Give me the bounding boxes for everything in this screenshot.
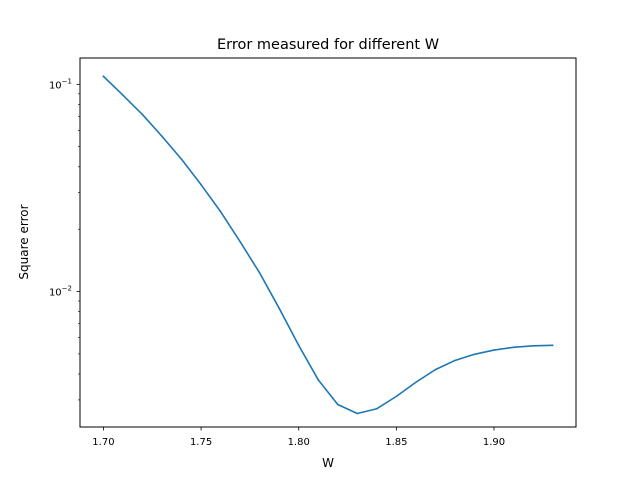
x-axis-label: W — [322, 456, 334, 470]
data-point — [473, 353, 476, 356]
chart-title: Error measured for different W — [217, 37, 439, 53]
data-point — [122, 94, 124, 97]
data-point — [376, 407, 378, 410]
series-line — [102, 75, 554, 415]
data-point — [161, 135, 163, 138]
data-point — [336, 403, 339, 406]
data-point — [532, 345, 534, 347]
data-point — [395, 395, 398, 398]
data-point — [141, 113, 144, 116]
x-tick-label: 1.85 — [385, 437, 407, 448]
data-point — [219, 210, 222, 213]
data-point — [278, 307, 280, 310]
y-axis-label: Square error — [17, 204, 31, 279]
data-point — [493, 349, 495, 351]
data-point — [317, 379, 320, 381]
x-axis-ticks: 1.70 1.75 1.80 1.85 1.90 — [92, 427, 505, 448]
data-point — [551, 344, 554, 347]
data-point — [415, 381, 417, 384]
axes-frame — [79, 57, 577, 428]
x-tick-label: 1.80 — [288, 437, 310, 448]
data-point — [512, 346, 515, 349]
data-point — [258, 272, 261, 274]
data-point — [200, 183, 202, 186]
x-tick-label: 1.75 — [190, 437, 212, 448]
x-tick-label: 1.70 — [92, 437, 114, 448]
data-point — [434, 368, 437, 371]
data-point — [454, 359, 456, 362]
x-tick-label: 1.90 — [483, 437, 505, 448]
data-point — [297, 344, 300, 347]
plot-area — [102, 75, 554, 415]
y-axis-ticks: 10−210−1 — [49, 77, 80, 401]
data-point — [180, 158, 183, 161]
data-point — [239, 240, 241, 243]
data-point — [102, 75, 105, 78]
data-point — [356, 412, 359, 415]
